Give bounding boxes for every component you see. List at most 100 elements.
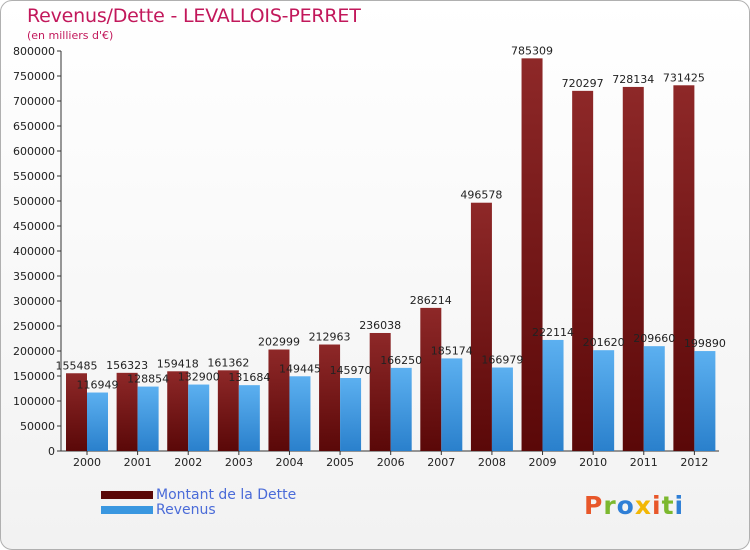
data-label: 236038 bbox=[359, 319, 401, 332]
revenus-bar bbox=[188, 384, 210, 451]
revenus-bar bbox=[87, 392, 108, 451]
data-label: 202999 bbox=[258, 336, 300, 349]
data-label: 731425 bbox=[663, 71, 705, 84]
y-tick-label: 600000 bbox=[13, 145, 55, 158]
y-tick-label: 0 bbox=[48, 445, 55, 458]
y-tick-label: 350000 bbox=[13, 270, 55, 283]
x-axis: 2000 2001 2002 2003 2004 2005 2006 2007 2008 2009… bbox=[61, 450, 719, 469]
dette-bar bbox=[673, 85, 695, 451]
data-label: 201620 bbox=[583, 336, 625, 349]
revenus-bar bbox=[340, 378, 362, 451]
revenus-bar bbox=[390, 367, 412, 451]
y-tick-label: 250000 bbox=[13, 320, 55, 333]
logo-letter: t bbox=[661, 491, 675, 520]
x-tick-label: 2005 bbox=[326, 456, 354, 469]
y-tick-label: 500000 bbox=[13, 195, 55, 208]
x-tick-label: 2012 bbox=[680, 456, 708, 469]
y-tick-label: 300000 bbox=[13, 295, 55, 308]
data-label: 159418 bbox=[157, 357, 199, 370]
logo-letter: r bbox=[603, 491, 617, 520]
dette-bar bbox=[420, 307, 442, 451]
y-tick-label: 100000 bbox=[13, 395, 55, 408]
dette-bar bbox=[217, 370, 239, 451]
bars bbox=[66, 58, 716, 452]
dette-bar bbox=[167, 371, 189, 451]
chart-subtitle: (en milliers d'€) bbox=[27, 29, 114, 42]
revenus-bar bbox=[441, 358, 463, 451]
dette-bar bbox=[521, 58, 543, 452]
data-label: 222114 bbox=[532, 326, 574, 339]
data-label: 720297 bbox=[562, 77, 604, 90]
x-tick-label: 2008 bbox=[478, 456, 506, 469]
dette-bar bbox=[369, 332, 391, 451]
revenus-bar bbox=[643, 346, 665, 451]
y-tick-label: 750000 bbox=[13, 70, 55, 83]
x-tick-label: 2001 bbox=[124, 456, 152, 469]
revenus-bar bbox=[289, 376, 311, 451]
legend-dette-swatch bbox=[101, 491, 153, 499]
x-tick-label: 2010 bbox=[579, 456, 607, 469]
legend-dette: Montant de la Dette bbox=[101, 487, 296, 503]
x-tick-label: 2007 bbox=[427, 456, 455, 469]
data-label: 161362 bbox=[207, 356, 249, 369]
revenus-bar bbox=[694, 351, 716, 451]
y-tick-label: 700000 bbox=[13, 95, 55, 108]
chart-title: Revenus/Dette - LEVALLOIS-PERRET bbox=[27, 5, 361, 27]
data-label: 145970 bbox=[330, 364, 372, 377]
x-tick-label: 2011 bbox=[630, 456, 658, 469]
logo-letter: i bbox=[674, 491, 685, 520]
logo-letter: x bbox=[634, 491, 652, 520]
data-label: 728134 bbox=[612, 73, 654, 86]
x-tick-label: 2003 bbox=[225, 456, 253, 469]
dette-bar bbox=[622, 86, 644, 452]
y-tick-label: 50000 bbox=[20, 420, 55, 433]
data-label: 185174 bbox=[431, 344, 473, 357]
y-tick-label: 800000 bbox=[13, 45, 55, 58]
dette-bar bbox=[66, 373, 87, 451]
data-label: 132900 bbox=[178, 371, 220, 384]
data-label: 156323 bbox=[106, 359, 148, 372]
data-label: 785309 bbox=[511, 44, 553, 57]
x-tick-label: 2004 bbox=[275, 456, 303, 469]
legend-dette-label: Montant de la Dette bbox=[156, 487, 297, 503]
data-label: 116949 bbox=[77, 379, 119, 392]
x-tick-label: 2006 bbox=[377, 456, 405, 469]
proxiti-logo: Proxiti bbox=[584, 491, 684, 520]
x-tick-label: 2000 bbox=[73, 456, 101, 469]
revenus-bar bbox=[137, 386, 159, 451]
y-tick-label: 200000 bbox=[13, 345, 55, 358]
legend-revenus-swatch bbox=[101, 506, 153, 514]
revenus-bar bbox=[238, 385, 260, 451]
data-label: 199890 bbox=[684, 337, 726, 350]
x-tick-label: 2002 bbox=[174, 456, 202, 469]
data-label: 209660 bbox=[633, 332, 675, 345]
logo-letter: P bbox=[584, 491, 604, 520]
y-tick-label: 400000 bbox=[13, 245, 55, 258]
x-tick-label: 2009 bbox=[529, 456, 557, 469]
data-label: 155485 bbox=[56, 359, 98, 372]
data-label: 166250 bbox=[380, 354, 422, 367]
dette-bar bbox=[572, 90, 594, 451]
logo-letter: i bbox=[652, 491, 662, 520]
revenus-bar bbox=[593, 350, 615, 451]
data-label: 131684 bbox=[228, 371, 270, 384]
revenus-bar bbox=[542, 339, 564, 451]
dette-bar bbox=[470, 202, 492, 451]
data-label: 166979 bbox=[481, 354, 523, 367]
y-tick-label: 650000 bbox=[13, 120, 55, 133]
dette-bar bbox=[319, 344, 341, 451]
data-label: 212963 bbox=[309, 331, 351, 344]
dette-bar bbox=[268, 349, 290, 451]
y-tick-label: 150000 bbox=[13, 370, 55, 383]
legend-revenus: Revenus bbox=[101, 502, 216, 518]
data-label: 496578 bbox=[460, 189, 502, 202]
data-label: 286214 bbox=[410, 294, 452, 307]
logo-letter: o bbox=[616, 491, 635, 520]
data-label: 128854 bbox=[127, 373, 169, 386]
revenus-bar bbox=[491, 367, 513, 451]
legend-revenus-label: Revenus bbox=[156, 502, 216, 518]
dette-bar bbox=[116, 372, 138, 451]
